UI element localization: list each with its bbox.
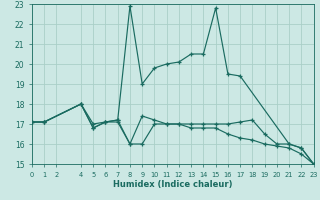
X-axis label: Humidex (Indice chaleur): Humidex (Indice chaleur) [113,180,233,189]
